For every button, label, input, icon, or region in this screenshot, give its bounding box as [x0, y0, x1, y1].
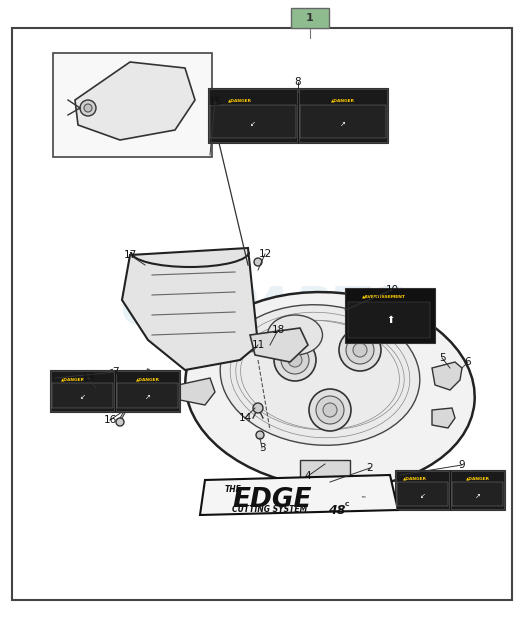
Bar [300, 460, 350, 482]
Text: 1: 1 [306, 13, 314, 23]
Bar [348, 302, 430, 338]
Bar [210, 104, 296, 138]
Ellipse shape [281, 346, 309, 374]
Text: ▲DANGER: ▲DANGER [136, 377, 159, 381]
Bar [395, 470, 505, 510]
Text: 9: 9 [459, 460, 466, 470]
Text: 11: 11 [251, 340, 265, 350]
Text: ↙: ↙ [79, 394, 85, 400]
Ellipse shape [274, 339, 316, 381]
Bar [291, 8, 329, 28]
Text: ▲DANGER: ▲DANGER [331, 98, 355, 102]
Text: 6: 6 [464, 357, 471, 367]
Text: 12: 12 [258, 249, 271, 259]
Ellipse shape [309, 389, 351, 431]
Text: 17: 17 [124, 250, 137, 260]
Text: ▲AVERTISSEMENT: ▲AVERTISSEMENT [362, 294, 406, 298]
Text: 16: 16 [104, 415, 117, 425]
Text: GY PARTS: GY PARTS [120, 284, 406, 336]
Text: ▲DANGER: ▲DANGER [228, 98, 252, 102]
Bar [300, 104, 386, 138]
Bar [345, 288, 435, 343]
Bar [299, 89, 387, 142]
Ellipse shape [316, 396, 344, 424]
Text: EDGE: EDGE [232, 487, 311, 513]
Text: ▲DANGER: ▲DANGER [62, 377, 85, 381]
Text: C: C [345, 502, 349, 507]
FancyBboxPatch shape [53, 53, 212, 157]
Text: 2: 2 [367, 463, 373, 473]
Ellipse shape [339, 329, 381, 371]
Bar [51, 371, 114, 411]
Polygon shape [122, 248, 258, 370]
Text: ↙: ↙ [420, 493, 426, 499]
Ellipse shape [323, 403, 337, 417]
Bar [50, 370, 180, 412]
Text: 14: 14 [238, 413, 251, 423]
Ellipse shape [288, 353, 302, 367]
Text: 18: 18 [271, 325, 285, 335]
Text: 48: 48 [328, 503, 346, 516]
Text: ↗: ↗ [340, 121, 346, 126]
Ellipse shape [80, 100, 96, 116]
Polygon shape [178, 378, 215, 405]
Bar [397, 482, 448, 506]
Bar [116, 371, 179, 411]
Ellipse shape [268, 315, 322, 355]
Ellipse shape [220, 305, 420, 445]
Text: 5: 5 [439, 353, 446, 363]
Polygon shape [432, 408, 455, 428]
Text: ⬆: ⬆ [386, 315, 394, 325]
Text: THE: THE [225, 486, 242, 494]
Text: ™: ™ [360, 497, 366, 502]
Text: ▲DANGER: ▲DANGER [403, 477, 427, 481]
Polygon shape [250, 328, 308, 362]
Text: ↙: ↙ [250, 121, 256, 126]
Ellipse shape [185, 292, 474, 488]
Polygon shape [432, 362, 462, 390]
Text: 4: 4 [305, 471, 311, 481]
Polygon shape [75, 62, 195, 140]
Bar [208, 88, 388, 143]
Text: 3: 3 [259, 443, 265, 453]
Ellipse shape [346, 336, 374, 364]
Text: 8: 8 [295, 77, 301, 87]
Bar [452, 482, 503, 506]
Ellipse shape [84, 104, 92, 112]
Bar [117, 383, 178, 408]
Text: 15: 15 [208, 97, 221, 107]
Bar [396, 471, 449, 509]
Text: 7: 7 [112, 367, 118, 377]
Ellipse shape [256, 431, 264, 439]
Bar [52, 383, 113, 408]
Text: ↗: ↗ [145, 394, 150, 400]
Text: ↗: ↗ [474, 493, 480, 499]
Text: 13: 13 [82, 373, 95, 383]
Polygon shape [200, 475, 398, 515]
Bar [209, 89, 297, 142]
Text: CUTTING SYSTEM: CUTTING SYSTEM [232, 505, 307, 515]
Text: ▲DANGER: ▲DANGER [466, 477, 490, 481]
Text: 10: 10 [386, 285, 399, 295]
Ellipse shape [253, 403, 263, 413]
Ellipse shape [116, 418, 124, 426]
Ellipse shape [353, 343, 367, 357]
Bar [451, 471, 504, 509]
Ellipse shape [254, 258, 262, 266]
